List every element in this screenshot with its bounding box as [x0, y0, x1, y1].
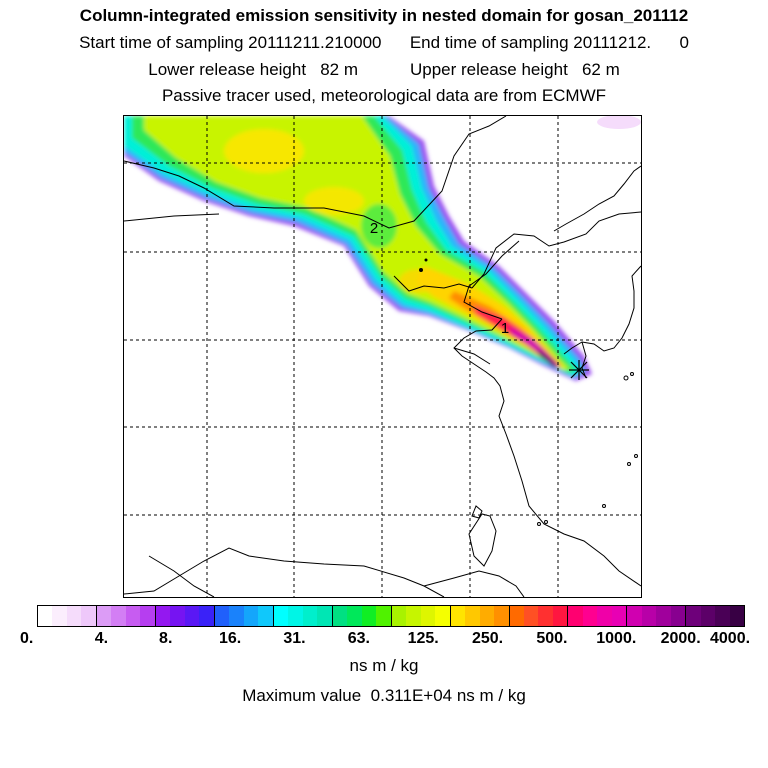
- plot-title: Column-integrated emission sensitivity i…: [79, 6, 689, 25]
- color-scale-segment: [288, 606, 303, 626]
- color-scale-tick-label: 0.: [20, 630, 34, 647]
- color-scale-segment: [523, 606, 539, 626]
- color-scale-tick-label: 8.: [159, 630, 173, 647]
- tracer-info-line: Passive tracer used, meteorological data…: [161, 86, 607, 105]
- color-scale-segment: [450, 606, 466, 626]
- color-scale-segment: [52, 606, 67, 626]
- color-scale-tick-label: 4.: [94, 630, 109, 647]
- color-scale-tick-label: 4000.: [710, 630, 751, 647]
- emission-sensitivity-map: 2 1: [123, 115, 642, 598]
- color-scale-segment: [199, 606, 215, 626]
- color-scale-segment: [111, 606, 126, 626]
- asterisk-marker: [569, 360, 589, 380]
- color-scale-segment: [494, 606, 510, 626]
- color-scale-segment: [125, 606, 141, 626]
- color-scale-segment: [627, 606, 642, 626]
- color-scale-tick-label: 1000.: [596, 630, 637, 647]
- color-scale-segment: [670, 606, 687, 626]
- color-scale-tick-label: 16.: [218, 630, 242, 647]
- release-height-line: Lower release height 82 m Upper release …: [148, 60, 620, 79]
- color-scale-segment: [332, 606, 348, 626]
- color-scale-segment: [184, 606, 200, 626]
- color-scale-segment: [479, 606, 495, 626]
- small-sensitivity-patch: [597, 116, 641, 129]
- color-scale-tick-label: 500.: [536, 630, 568, 647]
- color-scale-segment: [273, 606, 289, 626]
- maximum-value-label: Maximum value 0.311E+04 ns m / kg: [242, 686, 526, 705]
- map-label-2: 2: [370, 220, 378, 237]
- color-scale-segment: [229, 606, 244, 626]
- color-scale-segment: [715, 606, 730, 626]
- color-scale-segment: [568, 606, 583, 626]
- color-scale-segment: [391, 606, 407, 626]
- color-scale-segment: [729, 606, 745, 626]
- color-scale-segment: [361, 606, 377, 626]
- islands: [537, 372, 638, 526]
- point-marker: [424, 258, 428, 262]
- color-scale-segment: [420, 606, 436, 626]
- color-scale-tick-label: 31.: [283, 630, 306, 647]
- color-scale-segment: [258, 606, 274, 626]
- color-scale-segment: [641, 606, 657, 626]
- color-scale-segment: [96, 606, 112, 626]
- color-scale-segment: [155, 606, 171, 626]
- color-scale-ticks: 0. 4. 8. 16. 31. 63. 125. 250. 500. 1000. 2000. 400…: [0, 630, 768, 652]
- color-scale-segment: [509, 606, 524, 626]
- sampling-time-line: Start time of sampling 20111211.210000 E…: [79, 33, 689, 52]
- color-scale-segment: [302, 606, 318, 626]
- color-scale-segment: [552, 606, 569, 626]
- color-scale-segment: [465, 606, 480, 626]
- color-scale-segment: [66, 606, 82, 626]
- color-scale-segment: [700, 606, 716, 626]
- color-scale-tick-label: 125.: [407, 630, 439, 647]
- color-scale-segment: [582, 606, 598, 626]
- color-scale-segment: [347, 606, 362, 626]
- color-scale-segment: [140, 606, 156, 626]
- color-scale-segment: [317, 606, 333, 626]
- map-label-1: 1: [501, 320, 509, 337]
- color-scale-tick-label: 250.: [471, 630, 504, 647]
- color-scale-segment: [538, 606, 553, 626]
- color-scale-bar: [37, 605, 745, 627]
- color-scale-tick-label: 63.: [347, 630, 370, 647]
- point-marker: [419, 268, 423, 272]
- color-scale-segment: [435, 606, 451, 626]
- color-scale-segment: [38, 606, 53, 626]
- color-scale-segment: [243, 606, 259, 626]
- units-label: ns m / kg: [349, 656, 419, 675]
- color-scale-segment: [611, 606, 628, 626]
- color-scale-segment: [406, 606, 421, 626]
- color-scale-segment: [686, 606, 701, 626]
- sensitivity-plume: [124, 116, 592, 381]
- graticule: [124, 116, 641, 597]
- color-scale-segment: [376, 606, 392, 626]
- color-scale-tick-label: 2000.: [660, 630, 701, 647]
- color-scale-segment: [170, 606, 185, 626]
- color-scale-segment: [597, 606, 612, 626]
- color-scale-segment: [656, 606, 671, 626]
- color-scale-segment: [214, 606, 230, 626]
- color-scale-segment: [81, 606, 97, 626]
